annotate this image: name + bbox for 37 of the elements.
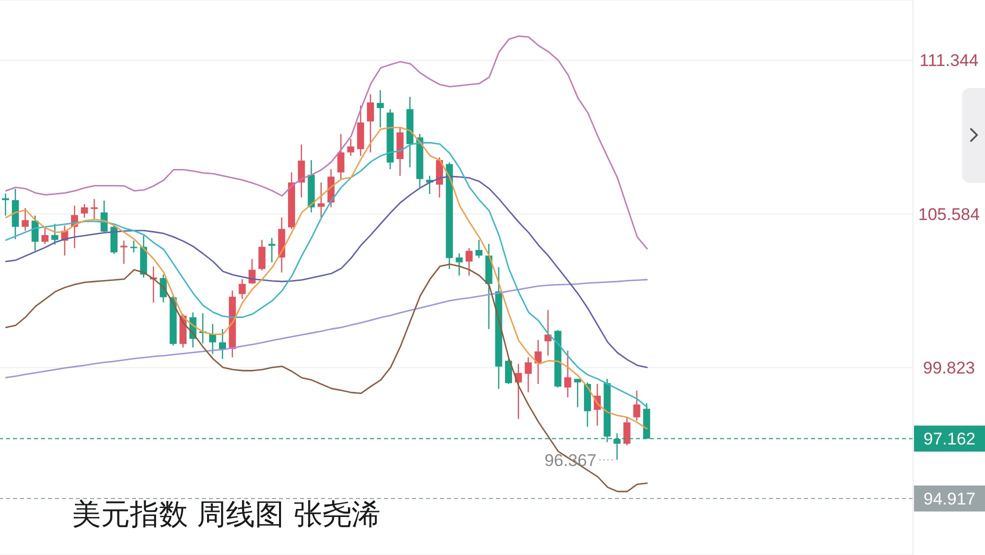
candlestick — [41, 226, 48, 244]
candlestick — [298, 144, 305, 198]
candlestick — [32, 214, 39, 252]
candlestick — [524, 356, 532, 393]
candlestick — [623, 416, 630, 446]
candlestick — [505, 358, 512, 385]
candlestick — [544, 309, 552, 356]
y-tick-label: 99.823 — [923, 358, 975, 378]
candlestick — [574, 378, 582, 408]
ref-line-label: 97.162 — [924, 429, 976, 448]
y-tick-label: 105.584 — [918, 204, 980, 224]
candlestick — [209, 323, 216, 354]
candlestick — [456, 252, 463, 276]
line-series — [5, 176, 648, 368]
y-tick-label: 111.344 — [920, 50, 978, 70]
candlestick — [90, 198, 98, 220]
line-series — [5, 35, 648, 250]
candlestick — [347, 138, 354, 156]
candlestick — [120, 240, 128, 264]
text: 美元指数 周线图 张尧浠 — [72, 496, 380, 533]
candlestick — [633, 390, 640, 422]
candlestick — [466, 248, 473, 276]
candlestick — [22, 208, 29, 232]
line-series — [5, 263, 648, 492]
candlestick — [376, 90, 384, 128]
candlestick — [564, 350, 572, 398]
candlestick — [238, 278, 246, 300]
candlestick — [51, 223, 58, 246]
line-series — [5, 278, 648, 378]
candlestick — [475, 239, 482, 259]
candlestick — [80, 204, 88, 218]
ref-line-label: 94.917 — [924, 489, 976, 508]
candlestick — [366, 94, 374, 153]
candlestick — [258, 239, 266, 272]
candlestick — [219, 328, 226, 360]
candlestick — [337, 133, 344, 180]
candlestick — [318, 182, 325, 218]
